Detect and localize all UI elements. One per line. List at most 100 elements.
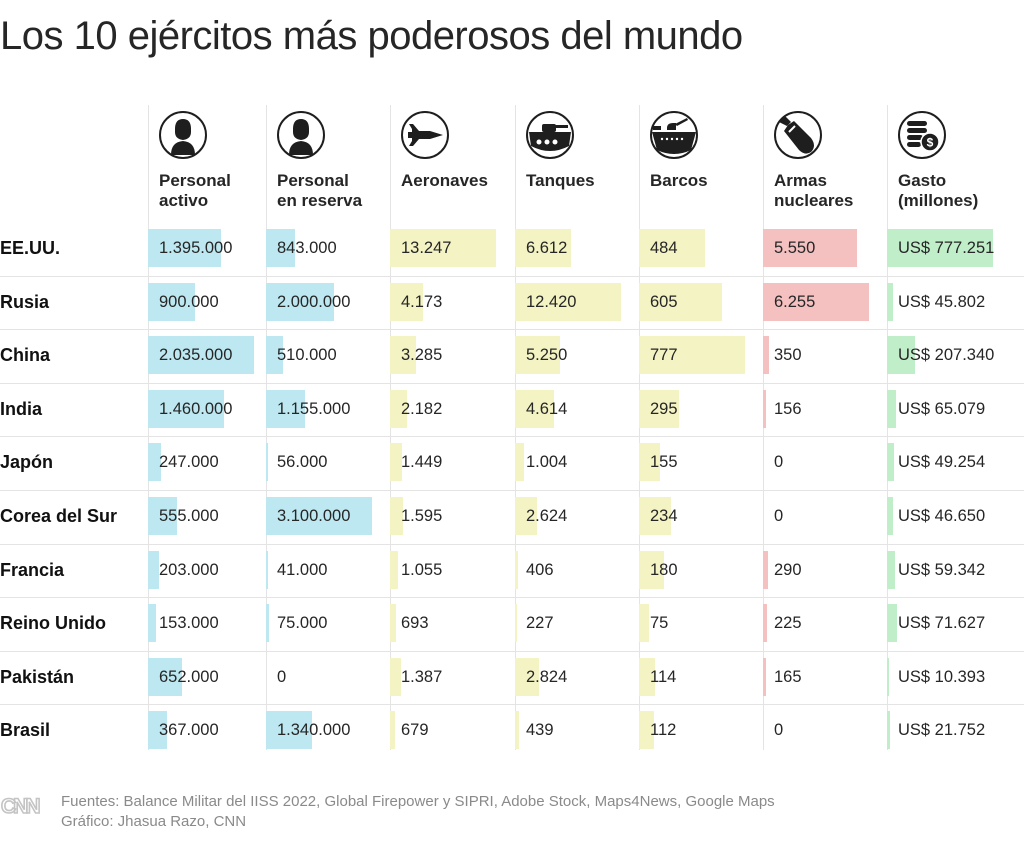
tank-icon	[526, 111, 574, 159]
table-cell-aeronaves: 1.387	[390, 651, 515, 704]
table-cell-tanques: 1.004	[515, 436, 639, 489]
value-label: US$ 207.340	[898, 346, 995, 365]
value-bar	[639, 229, 706, 267]
value-bar	[639, 282, 722, 321]
value-label: 75	[650, 614, 669, 633]
value-bar	[148, 389, 225, 428]
column-label: Armas nucleares	[774, 171, 854, 210]
value-label: US$ 65.079	[898, 399, 986, 418]
value-label: US$ 49.254	[898, 453, 986, 472]
value-label: 1.395.000	[159, 239, 233, 257]
table-cell-gasto: US$ 49.254	[887, 436, 1024, 489]
table-cell-aeronaves: 693	[390, 597, 515, 650]
value-label: US$ 777.251	[898, 239, 995, 257]
table-cell-activo: 2.035.000	[148, 329, 266, 382]
row-divider	[0, 382, 1024, 384]
value-bar	[266, 711, 312, 750]
value-label: 3.285	[401, 346, 443, 365]
value-label: 510.000	[277, 346, 337, 365]
value-bar	[266, 443, 268, 482]
row-divider	[0, 436, 1024, 438]
svg-text:CNN: CNN	[1, 795, 39, 816]
table-cell-tanques: 439	[515, 704, 639, 757]
value-bar	[148, 336, 254, 375]
value-label: 290	[774, 560, 802, 579]
value-bar	[887, 282, 894, 321]
value-label: 350	[774, 346, 802, 365]
value-label: 155	[650, 453, 678, 472]
table-cell-nucleares: 6.255	[763, 276, 887, 329]
table-cell-nucleares: 290	[763, 544, 887, 597]
table-cell-aeronaves: 679	[390, 704, 515, 757]
value-bar	[515, 604, 517, 643]
table-cell-aeronaves: 1.595	[390, 490, 515, 543]
value-bar	[639, 443, 661, 482]
table-cell-tanques: 4.614	[515, 383, 639, 436]
value-label: 225	[774, 614, 802, 633]
table-cell-reserva: 510.000	[266, 329, 390, 382]
row-divider	[0, 704, 1024, 706]
value-bar	[639, 336, 745, 375]
table-cell-gasto: US$ 10.393	[887, 651, 1024, 704]
value-bar	[515, 657, 540, 696]
value-label: 112	[650, 721, 677, 740]
value-label: 165	[774, 667, 802, 686]
table-cell-barcos: 114	[639, 651, 763, 704]
value-label: 693	[401, 614, 429, 633]
value-label: 4.614	[526, 399, 568, 418]
value-label: US$ 59.342	[898, 560, 986, 579]
table-cell-barcos: 605	[639, 276, 763, 329]
value-label: 2.624	[526, 507, 568, 525]
value-bar	[148, 604, 156, 643]
table-cell-aeronaves: 2.182	[390, 383, 515, 436]
value-bar	[390, 389, 408, 428]
value-label: 1.449	[401, 453, 443, 472]
value-bar	[887, 229, 993, 267]
table-cell-activo: 203.000	[148, 544, 266, 597]
table-cell-reserva: 843.000	[266, 222, 390, 275]
value-bar	[390, 336, 417, 375]
value-bar	[515, 711, 519, 750]
value-bar	[763, 282, 869, 321]
value-bar	[515, 497, 538, 535]
value-bar	[148, 229, 221, 267]
value-bar	[390, 604, 396, 643]
value-label: 56.000	[277, 453, 328, 472]
soldier-icon	[277, 111, 325, 159]
value-label: 0	[774, 721, 784, 740]
table-cell-aeronaves: 4.173	[390, 276, 515, 329]
table-cell-reserva: 1.155.000	[266, 383, 390, 436]
value-label: 0	[774, 453, 784, 472]
table-cell-gasto: US$ 21.752	[887, 704, 1024, 757]
value-label: 13.247	[401, 239, 452, 257]
bomb-icon	[774, 111, 822, 159]
value-label: US$ 10.393	[898, 667, 986, 686]
table-cell-nucleares: 225	[763, 597, 887, 650]
table-cell-activo: 900.000	[148, 276, 266, 329]
value-bar	[148, 711, 168, 750]
value-bar	[515, 389, 555, 428]
value-bar	[266, 497, 372, 535]
value-bar	[515, 282, 621, 321]
value-bar	[390, 282, 424, 321]
table-cell-tanques: 406	[515, 544, 639, 597]
table-cell-activo: 1.460.000	[148, 383, 266, 436]
value-label: 843.000	[277, 239, 337, 257]
column-label: Personal en reserva	[277, 171, 363, 210]
value-bar	[390, 711, 396, 750]
value-label: 114	[650, 667, 677, 686]
table-cell-aeronaves: 13.247	[390, 222, 515, 275]
value-bar	[763, 604, 767, 643]
table-cell-gasto: US$ 65.079	[887, 383, 1024, 436]
value-label: 1.055	[401, 560, 443, 579]
value-label: 0	[277, 667, 287, 686]
table-cell-barcos: 295	[639, 383, 763, 436]
cnn-logo-icon: CNN	[1, 794, 43, 816]
row-divider	[0, 275, 1024, 277]
value-bar	[763, 229, 858, 267]
table-cell-activo: 153.000	[148, 597, 266, 650]
value-bar	[148, 443, 161, 482]
value-label: 652.000	[159, 667, 219, 686]
value-label: 6.612	[526, 239, 568, 257]
value-bar	[148, 657, 182, 696]
